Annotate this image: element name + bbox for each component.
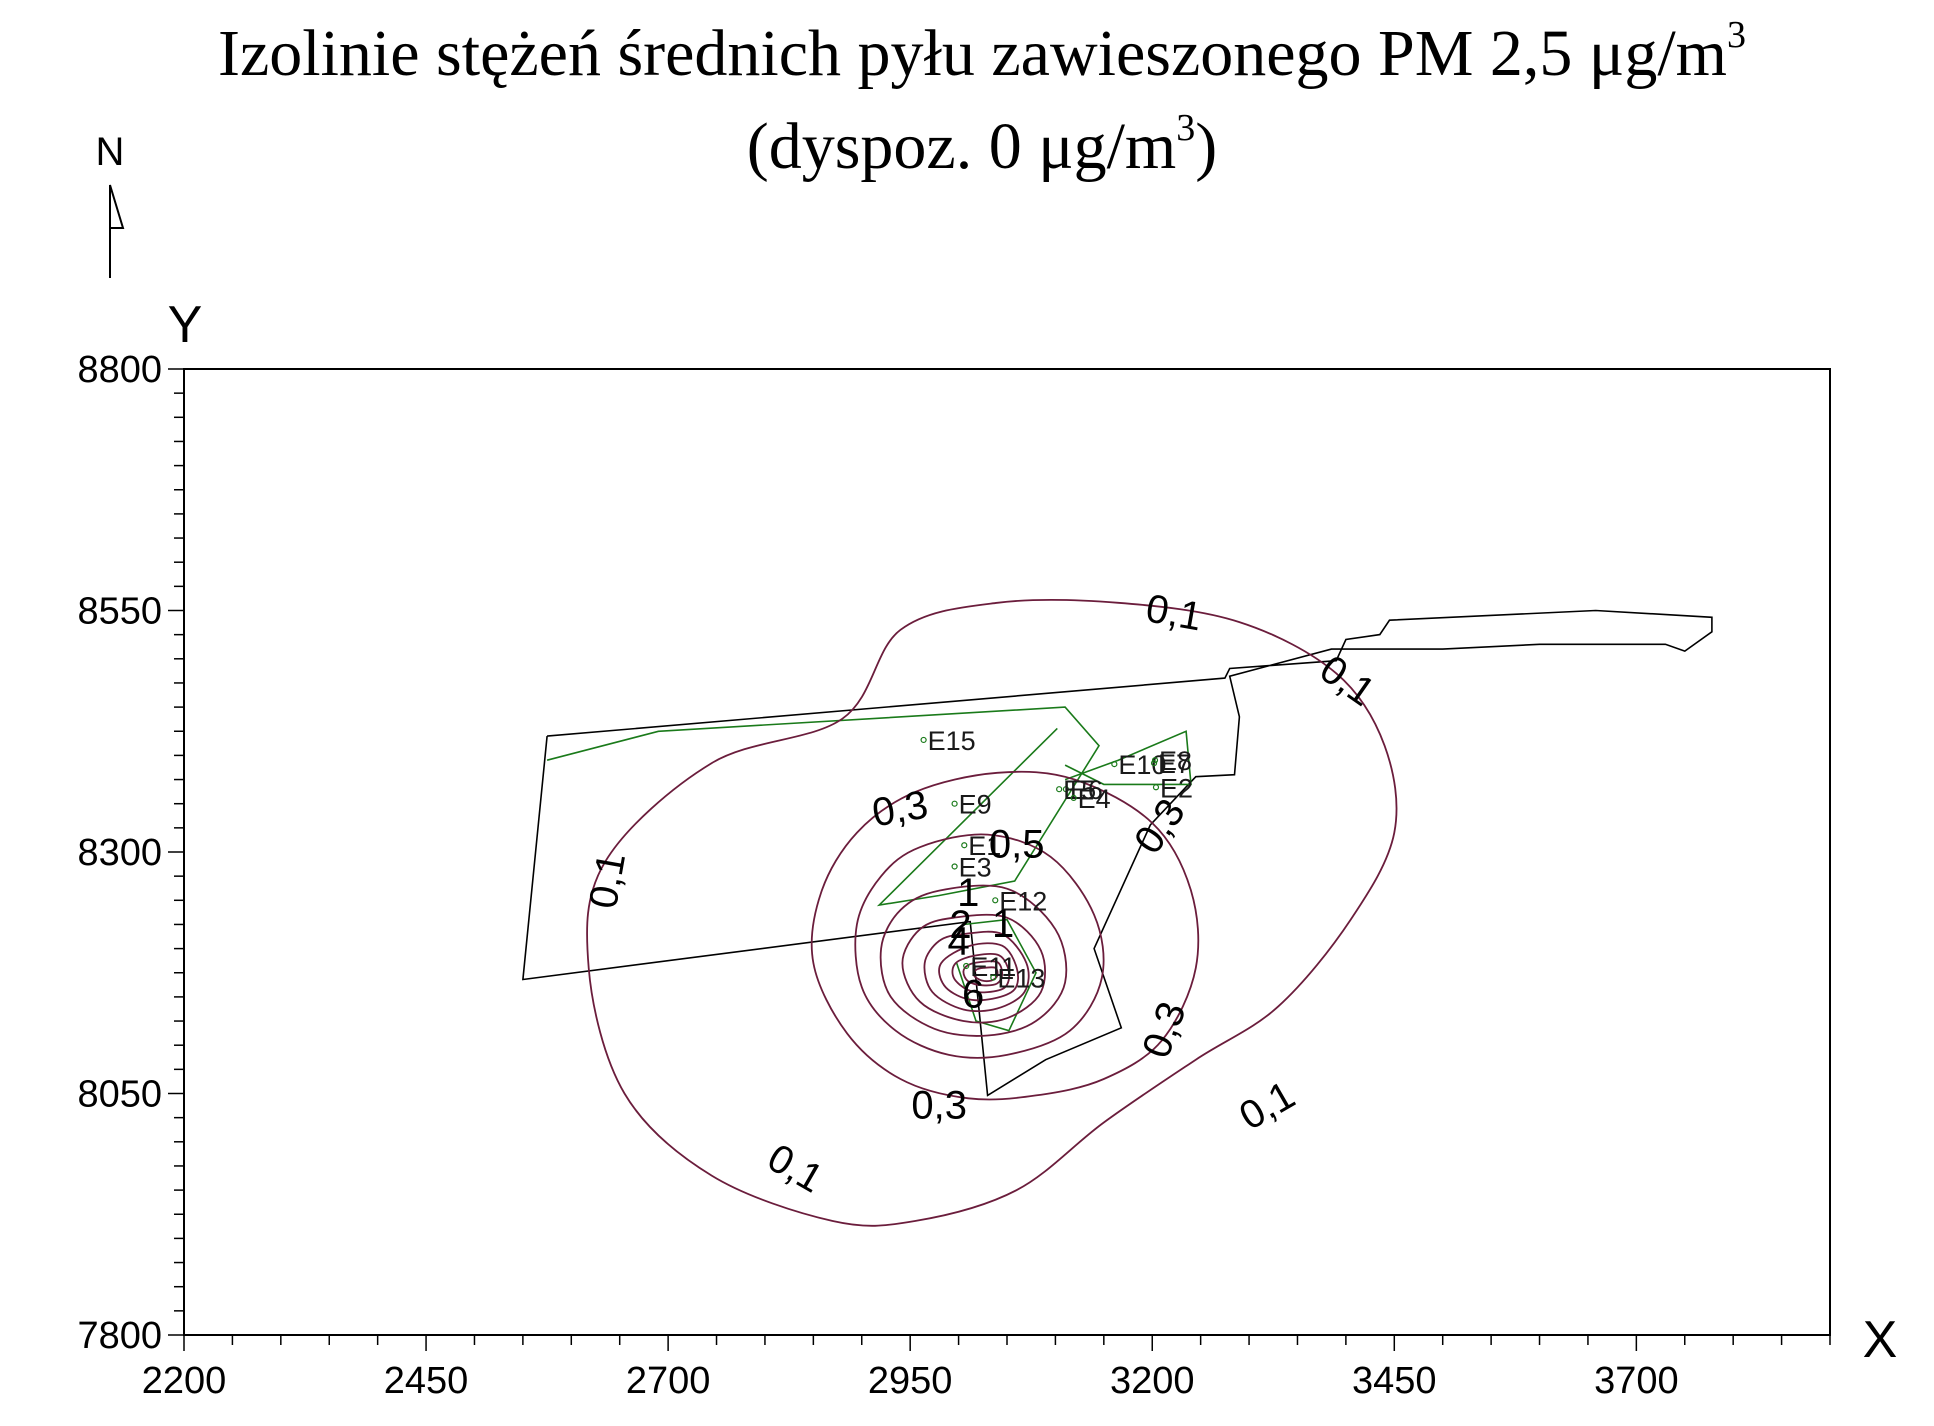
x-tick-label: 3700 xyxy=(1594,1360,1679,1402)
x-tick-label: 3200 xyxy=(1110,1360,1195,1402)
isoline-value-label: 0,1 xyxy=(1312,647,1383,715)
isoline-value-label: 4 xyxy=(947,919,969,963)
isoline-value-label: 0,1 xyxy=(760,1136,830,1202)
isoline-4 xyxy=(962,960,1004,987)
isoline-3 xyxy=(951,952,1011,994)
x-tick-label: 3450 xyxy=(1352,1360,1437,1402)
isoline-0-3 xyxy=(810,770,1200,1101)
source-marker xyxy=(990,974,997,981)
isoline-value-label: 0,1 xyxy=(1143,586,1205,639)
plant-outlines xyxy=(546,706,1192,1032)
isoline-value-label: 2 xyxy=(949,903,971,947)
source-marker xyxy=(1062,786,1070,793)
chart-title-line2: (dyspoz. 0 μg/m3) xyxy=(747,107,1218,183)
isoline-1 xyxy=(901,913,1046,1024)
isoline-value-label: 0,3 xyxy=(1134,996,1194,1063)
axis-tick-labels: 2200 2450 2700 2950 3200 3450 3700 7800 8050 8300… xyxy=(77,349,1678,1402)
chart-title-line2-text: (dyspoz. 0 μg/m xyxy=(747,110,1177,183)
north-label: N xyxy=(96,130,125,174)
source-label: E8 xyxy=(1159,746,1192,776)
source-marker xyxy=(1150,760,1158,767)
source-label: E1 xyxy=(968,831,1001,861)
isoline-value-label: 0,3 xyxy=(869,783,931,836)
source-label: E15 xyxy=(928,726,976,756)
source-marker xyxy=(963,962,970,970)
isoline-2 xyxy=(938,942,1019,1002)
y-axis-label: Y xyxy=(168,296,203,354)
isoline-1-5 xyxy=(923,930,1030,1013)
isoline-value-label: 0,1 xyxy=(581,849,634,911)
plant-outline-line xyxy=(546,706,1100,907)
y-tick-label: 8800 xyxy=(77,349,162,391)
y-tick-label: 8050 xyxy=(77,1074,162,1116)
isoline-0-1 xyxy=(586,599,1398,1227)
isoline-value-label: 0,1 xyxy=(1232,1073,1302,1139)
x-axis-label: X xyxy=(1863,1311,1898,1369)
source-marker xyxy=(1152,784,1160,791)
isoline-value-label: 1 xyxy=(957,871,979,915)
source-label: E10 xyxy=(1118,750,1166,780)
isoline-value-label: 6 xyxy=(962,972,984,1016)
source-label: E11 xyxy=(970,952,1016,982)
isoline-6 xyxy=(972,966,999,982)
site-boundary xyxy=(522,609,1713,1097)
plant-outline-line xyxy=(1064,730,1192,786)
source-marker xyxy=(992,897,999,904)
source-label: E4 xyxy=(1078,784,1111,814)
source-marker xyxy=(951,800,958,807)
source-marker xyxy=(1111,760,1118,768)
chart-title-line1-text: Izolinie stężeń średnich pyłu zawieszone… xyxy=(218,17,1727,90)
chart-title-line1: Izolinie stężeń średnich pyłu zawieszone… xyxy=(218,14,1746,90)
source-label: E5 xyxy=(1063,775,1096,805)
x-tick-label: 2700 xyxy=(626,1360,711,1402)
y-tick-label: 8300 xyxy=(77,832,162,874)
chart-title-line1-superscript: 3 xyxy=(1727,14,1746,56)
x-tick-label: 2200 xyxy=(142,1360,227,1402)
isoline-value-label: 1 xyxy=(992,902,1014,946)
site-boundary-line xyxy=(522,609,1713,1097)
chart-title-line2-close: ) xyxy=(1195,110,1217,183)
source-label: E13 xyxy=(997,964,1045,994)
source-label: E2 xyxy=(1160,773,1193,803)
y-tick-label: 7800 xyxy=(77,1315,162,1357)
source-marker xyxy=(1056,786,1063,793)
source-label: E12 xyxy=(999,886,1047,916)
source-label: E7 xyxy=(1158,749,1191,779)
isoline-0-8 xyxy=(879,884,1068,1037)
source-label: E9 xyxy=(959,790,992,820)
isolines xyxy=(586,599,1398,1227)
north-arrow-icon: N xyxy=(96,130,125,278)
source-marker xyxy=(1070,794,1077,802)
x-tick-label: 2450 xyxy=(384,1360,469,1402)
source-marker xyxy=(920,736,927,744)
x-tick-label: 2950 xyxy=(868,1360,953,1402)
y-tick-label: 8550 xyxy=(77,591,162,633)
source-label: E3 xyxy=(959,852,992,882)
isoline-0-5 xyxy=(854,833,1105,1059)
isoline-value-label: 0,3 xyxy=(911,1084,967,1128)
chart-title-line2-superscript: 3 xyxy=(1176,107,1195,149)
axis-ticks xyxy=(168,368,1831,1351)
isoline-value-label: 0,5 xyxy=(989,823,1045,867)
source-marker xyxy=(1151,757,1159,764)
source-marker xyxy=(951,863,958,870)
source-marker xyxy=(961,842,968,849)
